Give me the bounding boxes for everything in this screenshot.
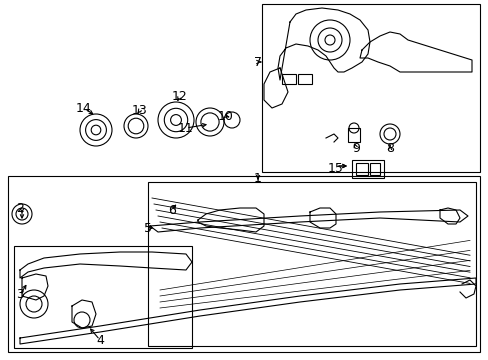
Text: 9: 9 xyxy=(351,141,359,154)
Bar xyxy=(282,74,295,84)
Text: 13: 13 xyxy=(132,104,147,117)
Bar xyxy=(355,163,367,175)
Text: 8: 8 xyxy=(385,141,393,154)
Bar xyxy=(262,4,479,172)
Bar xyxy=(8,176,479,352)
Text: 1: 1 xyxy=(254,171,262,185)
Bar xyxy=(14,246,192,348)
Text: 10: 10 xyxy=(218,109,233,122)
Text: 15: 15 xyxy=(327,162,343,175)
Text: 5: 5 xyxy=(143,221,152,234)
Text: 4: 4 xyxy=(96,333,104,346)
Text: 11: 11 xyxy=(178,122,193,135)
Bar xyxy=(148,182,475,346)
Bar xyxy=(351,160,383,178)
Bar xyxy=(369,163,379,175)
Text: 14: 14 xyxy=(76,102,92,114)
Bar xyxy=(297,74,311,84)
Bar xyxy=(347,128,359,142)
Text: 7: 7 xyxy=(253,55,262,68)
Text: 6: 6 xyxy=(168,203,176,216)
Text: 2: 2 xyxy=(16,202,24,215)
Text: 3: 3 xyxy=(16,288,24,302)
Text: 12: 12 xyxy=(172,90,187,103)
